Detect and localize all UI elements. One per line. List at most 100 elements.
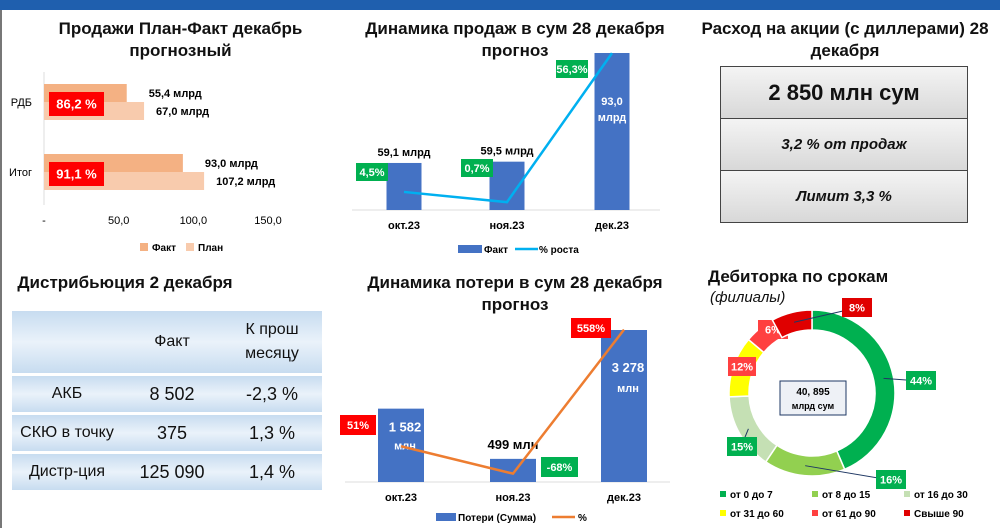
category-label: Итог	[9, 167, 32, 179]
promo-limit: Лимит 3,3 %	[721, 171, 967, 222]
bar-value-label: 1 582	[389, 420, 422, 435]
bar	[378, 408, 424, 482]
percent-change-label-box	[340, 415, 376, 435]
fact-cell: 375	[156, 422, 188, 443]
legend-swatch	[720, 491, 726, 497]
slice-label-box	[906, 371, 936, 390]
growth-label-box	[461, 159, 493, 177]
legend-label: от 0 до 7	[730, 490, 773, 501]
x-tick-label: 100,0	[180, 215, 208, 227]
x-tick-label: 150,0	[254, 215, 282, 227]
series-line	[403, 52, 614, 204]
legend-label: от 16 до 30	[914, 490, 968, 501]
change-cell: 1,4 %	[248, 461, 296, 482]
center-label-value: 40, 895	[796, 387, 830, 398]
slice-label-box	[727, 437, 757, 456]
promo-box: 2 850 млн сум 3,2 % от продаж Лимит 3,3 …	[720, 66, 968, 223]
legend-swatch	[720, 510, 726, 516]
fact-cell: 125 090	[139, 461, 205, 482]
table-header: Факт К прош месяцу	[12, 311, 322, 373]
percent-label-box	[49, 162, 104, 186]
table-row: СКЮ в точку 375 1,3 %	[12, 415, 322, 451]
bar-value-label: 3 278	[612, 360, 645, 375]
bar	[601, 330, 647, 482]
x-tick-label: ноя.23	[496, 492, 531, 504]
bar-value-unit: млрд	[598, 112, 627, 124]
x-tick-label: дек.23	[595, 220, 629, 232]
category-label: РДБ	[11, 97, 32, 109]
percent-label: 91,1 %	[56, 167, 97, 182]
growth-label-box	[356, 163, 388, 181]
header-cell: К прош месяцу	[245, 321, 299, 362]
slice-label-box	[728, 357, 756, 376]
slice-label: 12%	[731, 361, 753, 373]
row-label: АКБ	[51, 385, 83, 402]
x-tick-label: 50,0	[108, 215, 129, 227]
slice-label-box	[876, 470, 906, 489]
table-row: АКБ 8 502 -2,3 %	[12, 376, 322, 412]
row-label: СКЮ в точку	[20, 424, 114, 441]
legend-swatch-fact	[140, 243, 148, 251]
legend-label: от 61 до 90	[822, 509, 876, 520]
bar	[594, 53, 630, 210]
legend-label: План	[198, 243, 223, 254]
bar-value-label: 59,5 млрд	[480, 146, 533, 158]
legend-label: Потери (Сумма)	[458, 513, 536, 524]
change-cell: 1,3 %	[248, 422, 296, 443]
legend-label: % роста	[539, 245, 579, 256]
growth-label: 56,3%	[556, 64, 587, 76]
bar-value-label: 499 млн	[487, 437, 538, 452]
x-tick-label: дек.23	[607, 492, 641, 504]
header-cell: Факт	[154, 333, 190, 350]
legend-swatch	[904, 491, 910, 497]
plan-label: 107,2 млрд	[216, 176, 275, 188]
percent-change-label: 51%	[347, 420, 369, 432]
bar-value-label: 93,0	[601, 96, 622, 108]
legend-swatch-fact	[458, 245, 482, 253]
receivables-subtitle: (филиалы)	[710, 289, 786, 306]
legend-label: Факт	[152, 243, 176, 254]
slice-label: 44%	[910, 375, 932, 387]
plan-label: 67,0 млрд	[156, 106, 209, 118]
growth-label: 4,5%	[359, 167, 384, 179]
slice-label: 16%	[880, 474, 902, 486]
slice-label: 8%	[849, 302, 865, 314]
x-tick-label: окт.23	[385, 492, 417, 504]
slice-label-box	[842, 298, 872, 317]
distribution-table: Факт К прош месяцу АКБ 8 502 -2,3 % СКЮ …	[12, 311, 322, 493]
percent-change-label: -68%	[547, 462, 573, 474]
x-tick-label: окт.23	[388, 220, 420, 232]
legend-swatch-losses	[436, 513, 456, 521]
promo-title: Расход на акции (с диллерами) 28 декабря	[701, 19, 989, 60]
legend-swatch-plan	[186, 243, 194, 251]
leader-line	[805, 465, 891, 481]
percent-change-label-box	[571, 318, 611, 338]
center-label-unit: млрд сум	[792, 401, 835, 411]
slice-label: 15%	[731, 441, 753, 453]
percent-change-label-box	[541, 457, 578, 477]
table-row: Дистр-ция 125 090 1,4 %	[12, 454, 322, 490]
donut-slice	[771, 309, 813, 339]
percent-label-box	[49, 92, 104, 116]
bar	[490, 458, 536, 482]
losses-title: Динамика потери в сум 28 декабря прогноз	[367, 273, 663, 314]
top-bar	[0, 0, 1000, 10]
fact-cell: 8 502	[149, 383, 195, 404]
bar-value-unit: млн	[617, 383, 639, 395]
growth-label: 0,7%	[464, 163, 489, 175]
bar	[386, 162, 422, 210]
center-label-box	[779, 380, 847, 416]
fact-label: 93,0 млрд	[205, 158, 258, 170]
row-label: Дистр-ция	[28, 463, 106, 480]
legend-label: %	[578, 513, 587, 524]
plan-fact-title: Продажи План-Факт декабрь прогнозный	[58, 19, 303, 60]
change-cell: -2,3 %	[245, 383, 299, 404]
distribution-title: Дистрибьюция 2 декабря	[17, 273, 233, 292]
fact-label: 55,4 млрд	[149, 88, 202, 100]
legend-swatch	[904, 510, 910, 516]
receivables-title: Дебиторка по срокам	[708, 267, 889, 286]
promo-share: 3,2 % от продаж	[721, 119, 967, 171]
legend-label: от 8 до 15	[822, 490, 871, 501]
x-tick-label: ноя.23	[490, 220, 525, 232]
